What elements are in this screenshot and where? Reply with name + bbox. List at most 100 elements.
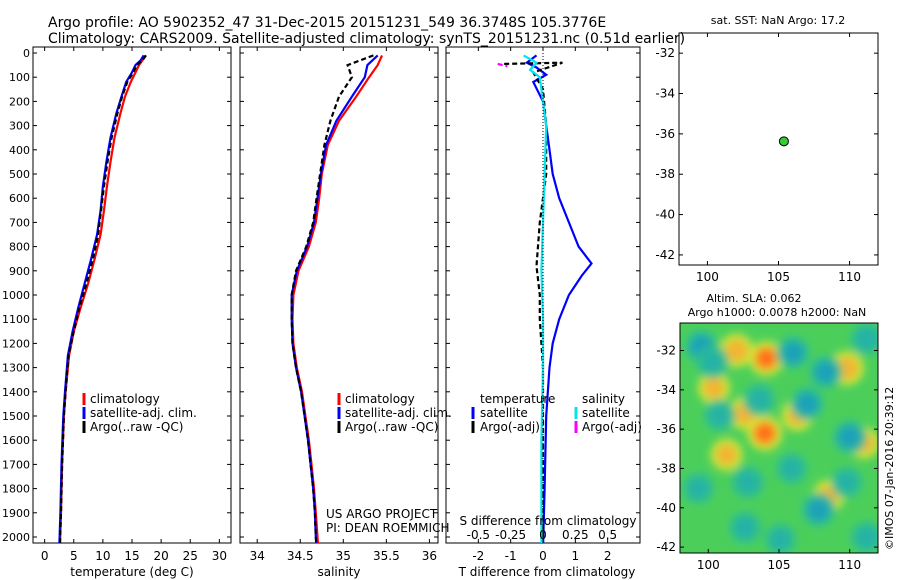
sla-anomaly-core [795, 392, 819, 415]
sla-anomaly-core [703, 377, 725, 399]
y-tick-label: 100 [9, 71, 30, 84]
y-tick-label: -36 [656, 422, 676, 436]
x-tick-label: 30 [212, 549, 227, 563]
s-tick-label: -0.5 [467, 528, 490, 542]
location-panel: sat. SST: NaN Argo: 17.2 -32 -34 -36 -38 -40… [655, 14, 879, 284]
sla-anomaly-peak [761, 353, 772, 364]
sla-anomaly-peak [759, 428, 770, 439]
pi-annotation: PI: DEAN ROEMMICH [326, 521, 449, 535]
sla-anomaly-core [716, 444, 738, 466]
y-tick-label: -34 [655, 87, 675, 101]
sla-anomaly-core [770, 528, 791, 550]
salinity-x-label: salinity [317, 565, 360, 579]
sla-anomaly-core [781, 458, 803, 479]
salinity-legend: climatology satellite-adj. clim. Argo(..… [337, 392, 452, 434]
imos-watermark: ©IMOS 07-Jan-2016 20:39:12 [883, 387, 896, 550]
s-difference-ticks: -0.5 -0.25 0 0.25 0.5 [467, 528, 618, 542]
y-tick-label: 900 [9, 265, 30, 278]
y-tick-label: 500 [9, 168, 30, 181]
salinity-panel: 34 34.5 35 35.5 36 climatology satellite-adj… [239, 46, 452, 579]
sla-panel: Altim. SLA: 0.062 Argo h1000: 0.0078 h20… [656, 292, 879, 572]
x-tick-label: 100 [696, 270, 719, 284]
salinity-lines [290, 54, 384, 543]
figure-title-line1: Argo profile: AO 5902352_47 31-Dec-2015 … [48, 15, 606, 31]
y-tick-label: -32 [655, 46, 675, 60]
project-annotation: US ARGO PROJECT [326, 507, 438, 521]
legend-label-satellite: satellite-adj. clim. [90, 406, 197, 420]
location-points [778, 136, 789, 147]
sla-anomaly-core [807, 498, 831, 522]
difference-y-ticks [446, 52, 640, 538]
x-tick-label: 20 [153, 549, 168, 563]
y-tick-label: -42 [656, 540, 676, 554]
s-tick-label: 0.5 [598, 528, 617, 542]
legend-label-s-argo: Argo(-adj) [582, 420, 642, 434]
sla-anomaly-core [725, 339, 748, 362]
sla-anomaly-core [855, 526, 878, 549]
s-tick-label: -0.25 [495, 528, 526, 542]
s-tick-label: 0 [539, 528, 547, 542]
y-tick-label: 2000 [2, 531, 30, 544]
temperature-legend: climatology satellite-adj. clim. Argo(..… [82, 392, 197, 434]
sla-anomaly-core [736, 471, 759, 494]
y-tick-label: -40 [655, 208, 675, 222]
y-tick-label: 0 [23, 47, 30, 60]
temperature-lines [58, 54, 147, 543]
legend-label-argo: Argo(..raw -QC) [90, 420, 183, 434]
x-tick-label: 5 [70, 549, 78, 563]
series-line-climatology [58, 54, 146, 543]
sla-anomaly-core [836, 471, 858, 493]
x-tick-label: 34 [250, 549, 265, 563]
x-tick-label: 36 [422, 549, 437, 563]
x-tick-label: 1 [572, 549, 580, 563]
sla-ticks: -32 -34 -36 -38 -40 -42 100 105 110 [656, 344, 878, 572]
salinity-x-ticks: 34 34.5 35 35.5 36 [250, 47, 437, 563]
legend-title-temperature: temperature [480, 392, 555, 406]
s-difference-label: S difference from climatology [460, 514, 637, 528]
y-tick-label: 1100 [2, 313, 30, 326]
sla-anomaly-core [781, 341, 805, 364]
x-tick-label: 2 [604, 549, 612, 563]
legend-label-satellite: satellite-adj. clim. [345, 406, 452, 420]
sla-anomaly-core [748, 388, 770, 411]
temperature-x-label: temperature (deg C) [70, 565, 193, 579]
y-tick-label: 1000 [2, 289, 30, 302]
series-line-argo [58, 54, 147, 543]
x-tick-label: 0 [41, 549, 49, 563]
float-location-marker [778, 136, 789, 147]
x-tick-label: 34.5 [287, 549, 314, 563]
x-tick-label: -2 [472, 549, 484, 563]
sla-anomaly-core [855, 327, 878, 350]
sla-anomaly-core [838, 425, 862, 449]
y-tick-label: 800 [9, 241, 30, 254]
series-line-t-argo [504, 61, 563, 537]
y-tick-label: 700 [9, 216, 30, 229]
difference-x-ticks: -2 -1 0 1 2 [472, 47, 611, 563]
x-tick-label: 105 [768, 558, 791, 572]
y-tick-label: 600 [9, 192, 30, 205]
difference-panel: -2 -1 0 1 2 temperature salinity satellite A… [445, 46, 642, 579]
y-tick-label: 1500 [2, 410, 30, 423]
difference-lines [497, 47, 593, 543]
legend-label-argo: Argo(..raw -QC) [345, 420, 438, 434]
x-tick-label: 105 [767, 270, 790, 284]
y-tick-label: -38 [656, 461, 676, 475]
x-tick-label: 10 [95, 549, 110, 563]
x-tick-label: 35.5 [373, 549, 400, 563]
x-tick-label: 100 [697, 558, 720, 572]
y-tick-label: 1200 [2, 337, 30, 350]
sla-field [681, 323, 878, 553]
series-line-s-satellite [523, 54, 548, 543]
y-tick-label: 400 [9, 144, 30, 157]
s-tick-label: 0.25 [562, 528, 589, 542]
legend-title-salinity: salinity [582, 392, 625, 406]
legend-label-s-satellite: satellite [582, 406, 630, 420]
y-tick-label: 1300 [2, 362, 30, 375]
x-tick-label: -1 [505, 549, 517, 563]
x-tick-label: 0 [539, 549, 547, 563]
y-tick-label: 1400 [2, 386, 30, 399]
y-tick-label: -36 [655, 127, 675, 141]
legend-label-climatology: climatology [345, 392, 415, 406]
y-tick-label: 1900 [2, 507, 30, 520]
